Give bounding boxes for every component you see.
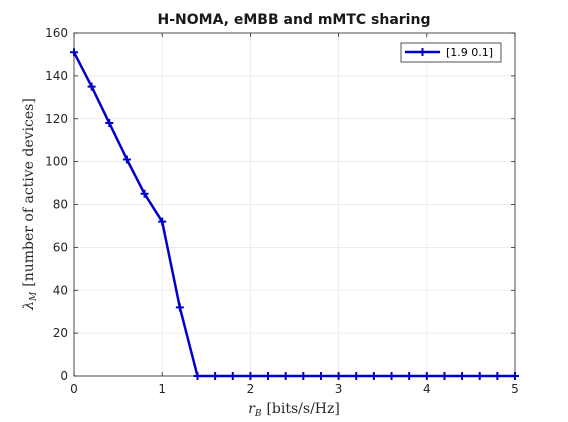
data-point-marker <box>246 372 255 380</box>
chart-title: H-NOMA, eMBB and mMTC sharing <box>158 12 431 28</box>
plot-area: 0 1 2 3 4 5 0 20 40 60 80 100 120 140 160 <box>45 26 519 396</box>
legend: [1.9 0.1] <box>400 42 502 63</box>
y-axis-label-subscript: M <box>29 291 39 302</box>
data-point-marker <box>158 217 167 226</box>
x-tick-label: 1 <box>158 382 166 396</box>
series-layer <box>70 48 519 380</box>
data-point-marker <box>105 119 114 128</box>
y-tick-label: 120 <box>45 112 68 126</box>
x-axis-label-subscript: B <box>254 409 262 419</box>
x-tick-label: 3 <box>335 382 343 396</box>
data-point-marker <box>405 372 414 380</box>
legend-marker <box>418 48 427 56</box>
data-point-marker <box>122 155 131 164</box>
y-tick-label: 80 <box>53 198 68 212</box>
data-point-marker <box>264 372 273 380</box>
data-point-marker <box>369 372 378 380</box>
data-point-marker <box>493 372 502 380</box>
data-point-marker <box>458 372 467 380</box>
data-point-marker <box>475 372 484 380</box>
y-tick-label: 60 <box>53 240 68 254</box>
legend-box <box>400 42 502 63</box>
x-tick-label: 4 <box>423 382 431 396</box>
data-point-marker <box>70 48 78 57</box>
x-axis-label-symbol: r <box>248 401 256 417</box>
data-point-marker <box>352 372 361 380</box>
data-point-marker <box>299 372 308 380</box>
x-axis-label-unit: [bits/s/Hz] <box>266 401 339 417</box>
data-point-marker <box>175 303 184 312</box>
x-tick-label: 0 <box>70 382 78 396</box>
data-point-marker <box>334 372 343 380</box>
data-point-marker <box>316 372 325 380</box>
y-axis-label-unit: [number of active devices] <box>21 98 37 287</box>
y-tick-label: 100 <box>45 155 68 169</box>
y-tick-label: 160 <box>45 26 68 40</box>
data-point-marker <box>387 372 396 380</box>
y-tick-label: 140 <box>45 69 68 83</box>
x-axis: 0 1 2 3 4 5 <box>70 33 519 396</box>
data-point-marker <box>211 372 220 380</box>
data-point-marker <box>87 82 96 91</box>
data-point-marker <box>140 189 149 198</box>
data-point-marker <box>422 372 431 380</box>
x-tick-label: 5 <box>511 382 519 396</box>
data-point-marker <box>511 372 519 380</box>
y-tick-label: 0 <box>60 369 68 383</box>
legend-entry-label: [1.9 0.1] <box>446 46 493 59</box>
data-point-marker <box>228 372 237 380</box>
y-axis-label: λM [number of active devices] <box>21 98 39 311</box>
y-axis: 0 20 40 60 80 100 120 140 160 <box>45 26 515 383</box>
x-tick-label: 2 <box>247 382 255 396</box>
y-tick-label: 40 <box>53 283 68 297</box>
y-axis-label-symbol: λ <box>21 301 37 311</box>
data-point-marker <box>193 372 202 380</box>
data-point-marker <box>440 372 449 380</box>
y-tick-label: 20 <box>53 326 68 340</box>
x-axis-label: rB [bits/s/Hz] <box>248 401 340 419</box>
data-point-marker <box>281 372 290 380</box>
